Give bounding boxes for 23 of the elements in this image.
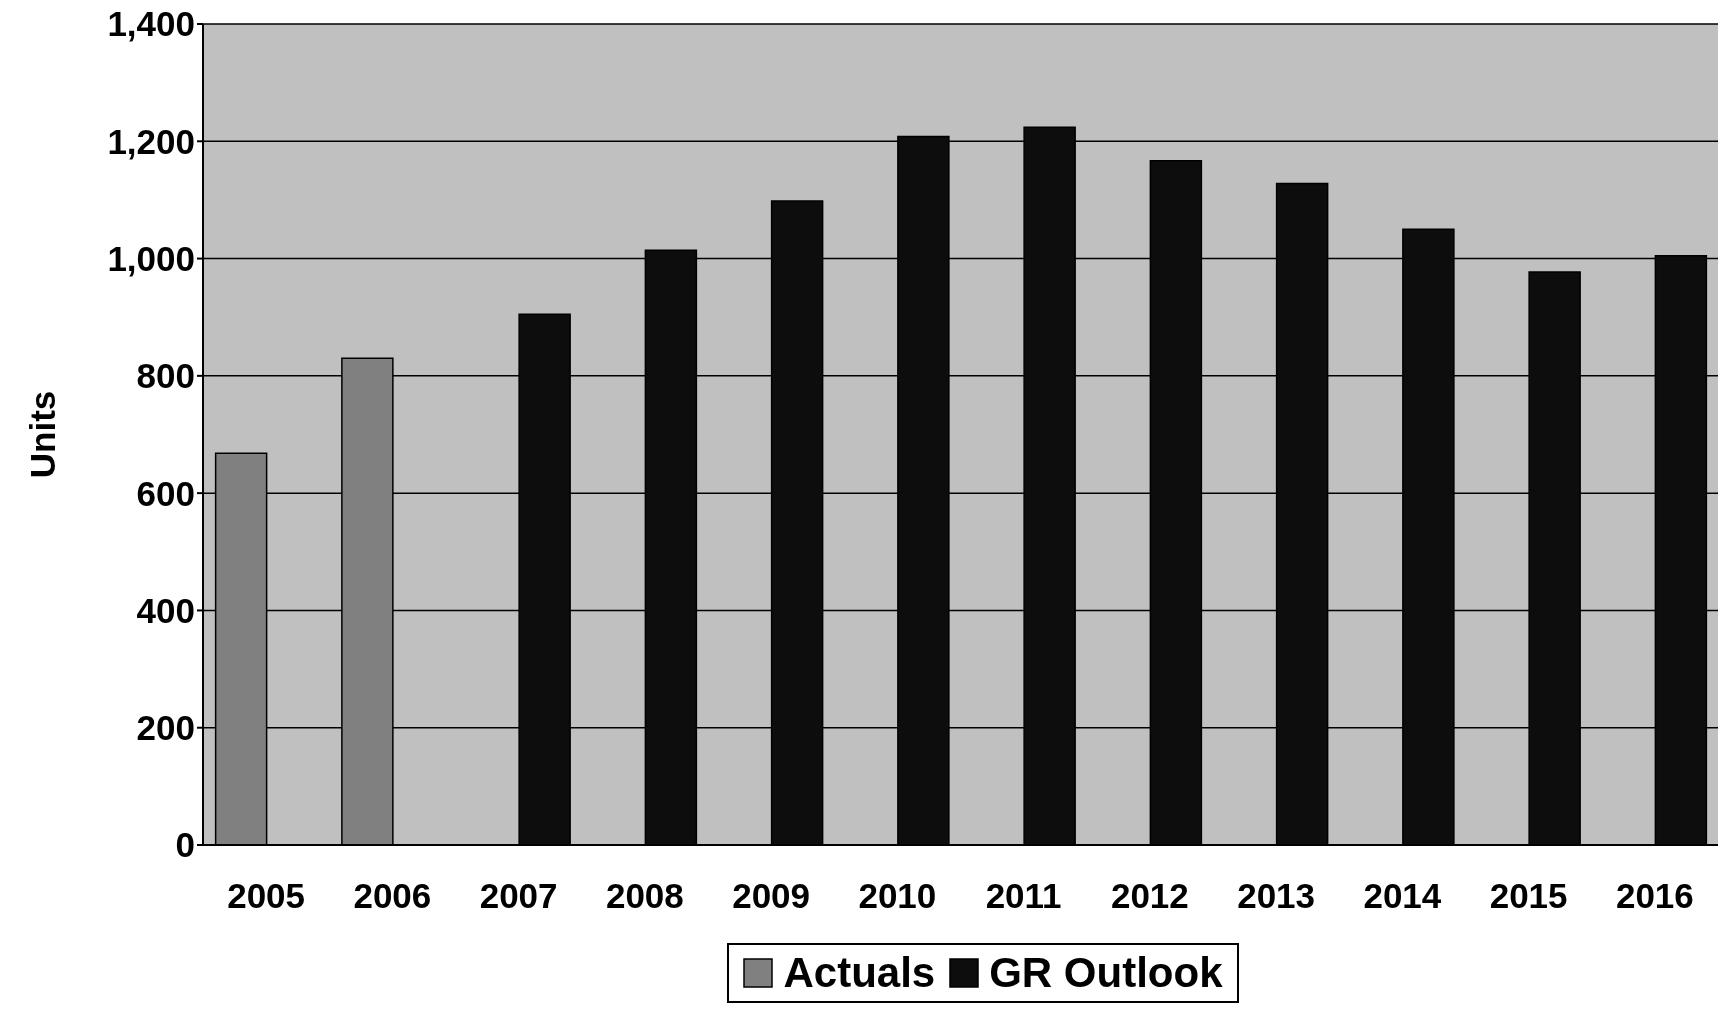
x-tick-label: 2005 [227, 875, 306, 915]
y-tick-label: 1,200 [107, 121, 195, 161]
y-tick-label: 800 [136, 356, 195, 396]
y-axis-title: Units [23, 390, 63, 479]
y-tick-label: 600 [136, 473, 195, 513]
x-tick-label: 2008 [605, 875, 684, 915]
x-tick-label: 2012 [1110, 875, 1189, 915]
x-tick-label: 2010 [858, 875, 937, 915]
x-tick-label: 2006 [353, 875, 432, 915]
y-tick-label: 200 [136, 708, 195, 748]
x-tick-label: 2016 [1615, 875, 1694, 915]
y-tick-label: 1,400 [107, 4, 195, 44]
y-tick-label: 400 [136, 590, 195, 630]
x-tick-label: 2009 [732, 875, 811, 915]
y-tick-label: 0 [175, 825, 195, 865]
x-tick-label: 2013 [1237, 875, 1316, 915]
x-tick-label: 2014 [1363, 875, 1442, 915]
x-tick-label: 2015 [1489, 875, 1568, 915]
x-tick-label: 2011 [985, 875, 1062, 915]
legend-label: GR Outlook [989, 949, 1223, 997]
legend-label: Actuals [783, 949, 936, 997]
x-tick-label: 2007 [479, 875, 558, 915]
y-tick-label: 1,000 [107, 239, 195, 278]
